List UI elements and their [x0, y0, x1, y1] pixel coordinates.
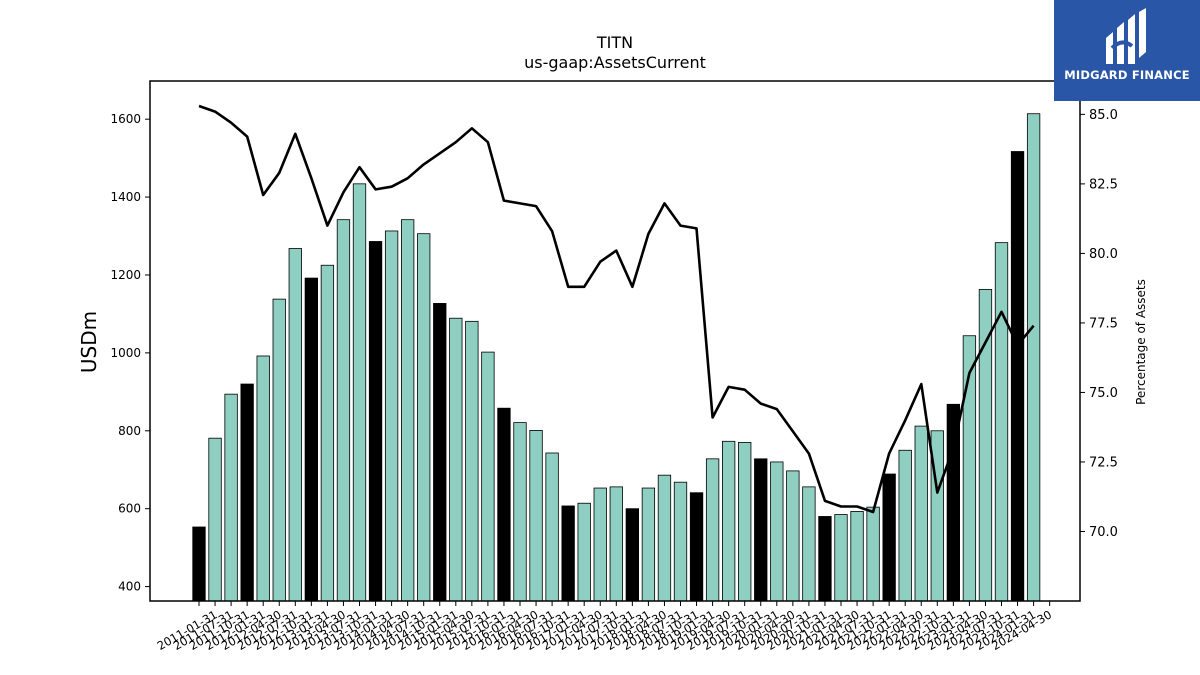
bar: [609, 486, 623, 602]
y-tick-label: 1200: [110, 268, 141, 282]
chart-title: TITN: [596, 33, 633, 52]
chart-subtitle: us-gaap:AssetsCurrent: [524, 53, 706, 72]
bar: [866, 506, 880, 602]
bar: [465, 320, 479, 602]
bar: [786, 470, 800, 602]
y2-tick-label: 82.5: [1089, 177, 1118, 192]
bar: [272, 298, 286, 602]
bar: [1010, 151, 1025, 602]
bar: [898, 449, 912, 602]
brand-name: MIDGARD FINANCE: [1064, 68, 1190, 82]
y-tick-label: 400: [118, 580, 141, 594]
bar: [304, 277, 319, 602]
bar: [914, 425, 928, 602]
bar: [481, 351, 495, 602]
y2-axis-label: Percentage of Assets: [1134, 279, 1148, 405]
left-axis-ticks: 400 600 800 1000 1200 1400 1600: [110, 112, 150, 594]
bar: [400, 219, 415, 602]
y2-tick-label: 70.0: [1089, 525, 1118, 540]
y-tick-label: 1000: [110, 346, 141, 360]
bar: [384, 230, 399, 602]
bar: [577, 502, 591, 602]
y-tick-label: 1600: [110, 112, 141, 126]
bar: [192, 526, 206, 602]
bar: [449, 317, 463, 602]
bar: [882, 473, 896, 602]
bar: [641, 487, 656, 602]
bar: [529, 429, 543, 602]
bar: [994, 242, 1009, 602]
y2-tick-label: 80.0: [1089, 247, 1118, 262]
bar: [561, 505, 575, 602]
midgard-logo-icon: [1106, 8, 1146, 64]
bar: [208, 437, 222, 602]
bar: [240, 383, 254, 602]
bar: [336, 219, 351, 602]
brand-logo: MIDGARD FINANCE: [1054, 0, 1200, 101]
bar: [288, 248, 302, 602]
bar: [513, 422, 527, 602]
bar: [834, 514, 848, 602]
percentage-line: [198, 104, 1035, 514]
plot-frame: [149, 80, 1081, 602]
bar: [657, 474, 672, 602]
x-axis-ticks: 2011-01-312011-07-312011-10-312012-01-31…: [155, 601, 1054, 653]
bar: [722, 440, 736, 602]
bar: [770, 461, 784, 602]
bar: [625, 508, 639, 602]
bar: [224, 393, 238, 602]
bar: [802, 486, 816, 602]
y2-tick-label: 75.0: [1089, 386, 1118, 401]
bar: [352, 183, 367, 602]
y-tick-label: 800: [118, 424, 141, 438]
bar: [689, 492, 704, 602]
bars-group: [192, 113, 1041, 602]
bar: [1026, 113, 1041, 602]
y2-tick-label: 72.5: [1089, 455, 1118, 470]
bar: [368, 241, 383, 602]
bar: [593, 487, 607, 602]
bar: [433, 303, 447, 602]
bar: [818, 516, 832, 602]
y-tick-label: 1400: [110, 190, 141, 204]
y-axis-label: USDm: [77, 311, 101, 373]
bar: [545, 452, 559, 602]
bar: [497, 407, 511, 602]
bar: [754, 458, 768, 602]
bar: [738, 442, 752, 602]
bar: [256, 355, 270, 602]
y2-tick-label: 77.5: [1089, 316, 1118, 331]
bar: [417, 233, 431, 602]
right-axis-ticks: 70.0 72.5 75.0 77.5 80.0 82.5 85.0: [1080, 108, 1118, 540]
bar: [320, 264, 335, 602]
bar: [850, 511, 864, 602]
y2-tick-label: 85.0: [1089, 108, 1118, 123]
bar: [705, 458, 720, 602]
y-tick-label: 600: [118, 502, 141, 516]
bar: [673, 481, 688, 602]
